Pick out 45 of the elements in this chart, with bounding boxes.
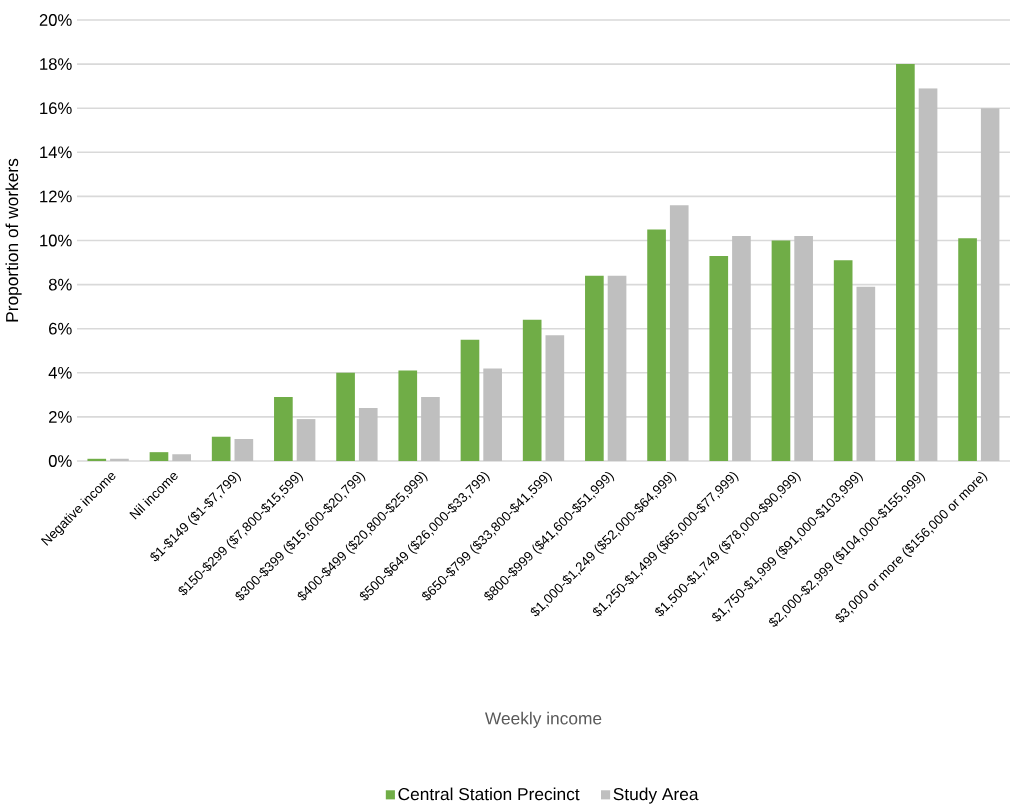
y-axis-title: Proportion of workers bbox=[5, 158, 22, 322]
y-tick-label: 10% bbox=[40, 234, 72, 247]
bar bbox=[918, 88, 938, 461]
bar bbox=[585, 275, 604, 461]
bar bbox=[771, 240, 791, 461]
y-tick-label: 12% bbox=[40, 190, 72, 203]
y-tick-label: 16% bbox=[40, 102, 72, 115]
y-tick-label: 8% bbox=[48, 278, 72, 291]
bar bbox=[669, 205, 689, 461]
x-axis-title: Weekly income bbox=[484, 711, 602, 728]
y-tick-label: 6% bbox=[49, 322, 72, 335]
bar bbox=[274, 397, 293, 461]
bar bbox=[896, 64, 915, 461]
y-tick-label: 2% bbox=[49, 411, 72, 423]
bar bbox=[234, 438, 254, 461]
bar bbox=[732, 236, 751, 461]
bar bbox=[211, 436, 231, 461]
bar bbox=[336, 372, 355, 461]
bar bbox=[545, 335, 565, 461]
bar bbox=[87, 458, 107, 461]
bar bbox=[460, 339, 480, 461]
bar bbox=[398, 370, 418, 461]
bar bbox=[833, 260, 853, 461]
bar bbox=[421, 397, 440, 461]
bar bbox=[794, 236, 813, 461]
y-tick-label: 20% bbox=[39, 14, 72, 26]
bar bbox=[483, 368, 502, 461]
y-tick-label: 18% bbox=[40, 58, 72, 70]
bar bbox=[172, 454, 191, 461]
y-tick-label: 0% bbox=[48, 455, 72, 467]
bar bbox=[958, 238, 977, 461]
bar bbox=[980, 108, 1000, 461]
y-tick-label: 14% bbox=[40, 146, 72, 159]
legend-label: Central Station Precinct bbox=[398, 787, 580, 801]
bar bbox=[647, 229, 666, 461]
bar bbox=[110, 458, 129, 461]
legend-label: Study Area bbox=[613, 787, 699, 804]
bar bbox=[709, 255, 729, 461]
bar bbox=[522, 319, 542, 461]
bar bbox=[358, 408, 378, 461]
bar bbox=[149, 452, 169, 461]
bar bbox=[856, 286, 876, 461]
y-tick-label: 4% bbox=[48, 366, 72, 379]
bar bbox=[607, 275, 627, 461]
bar bbox=[296, 419, 316, 461]
